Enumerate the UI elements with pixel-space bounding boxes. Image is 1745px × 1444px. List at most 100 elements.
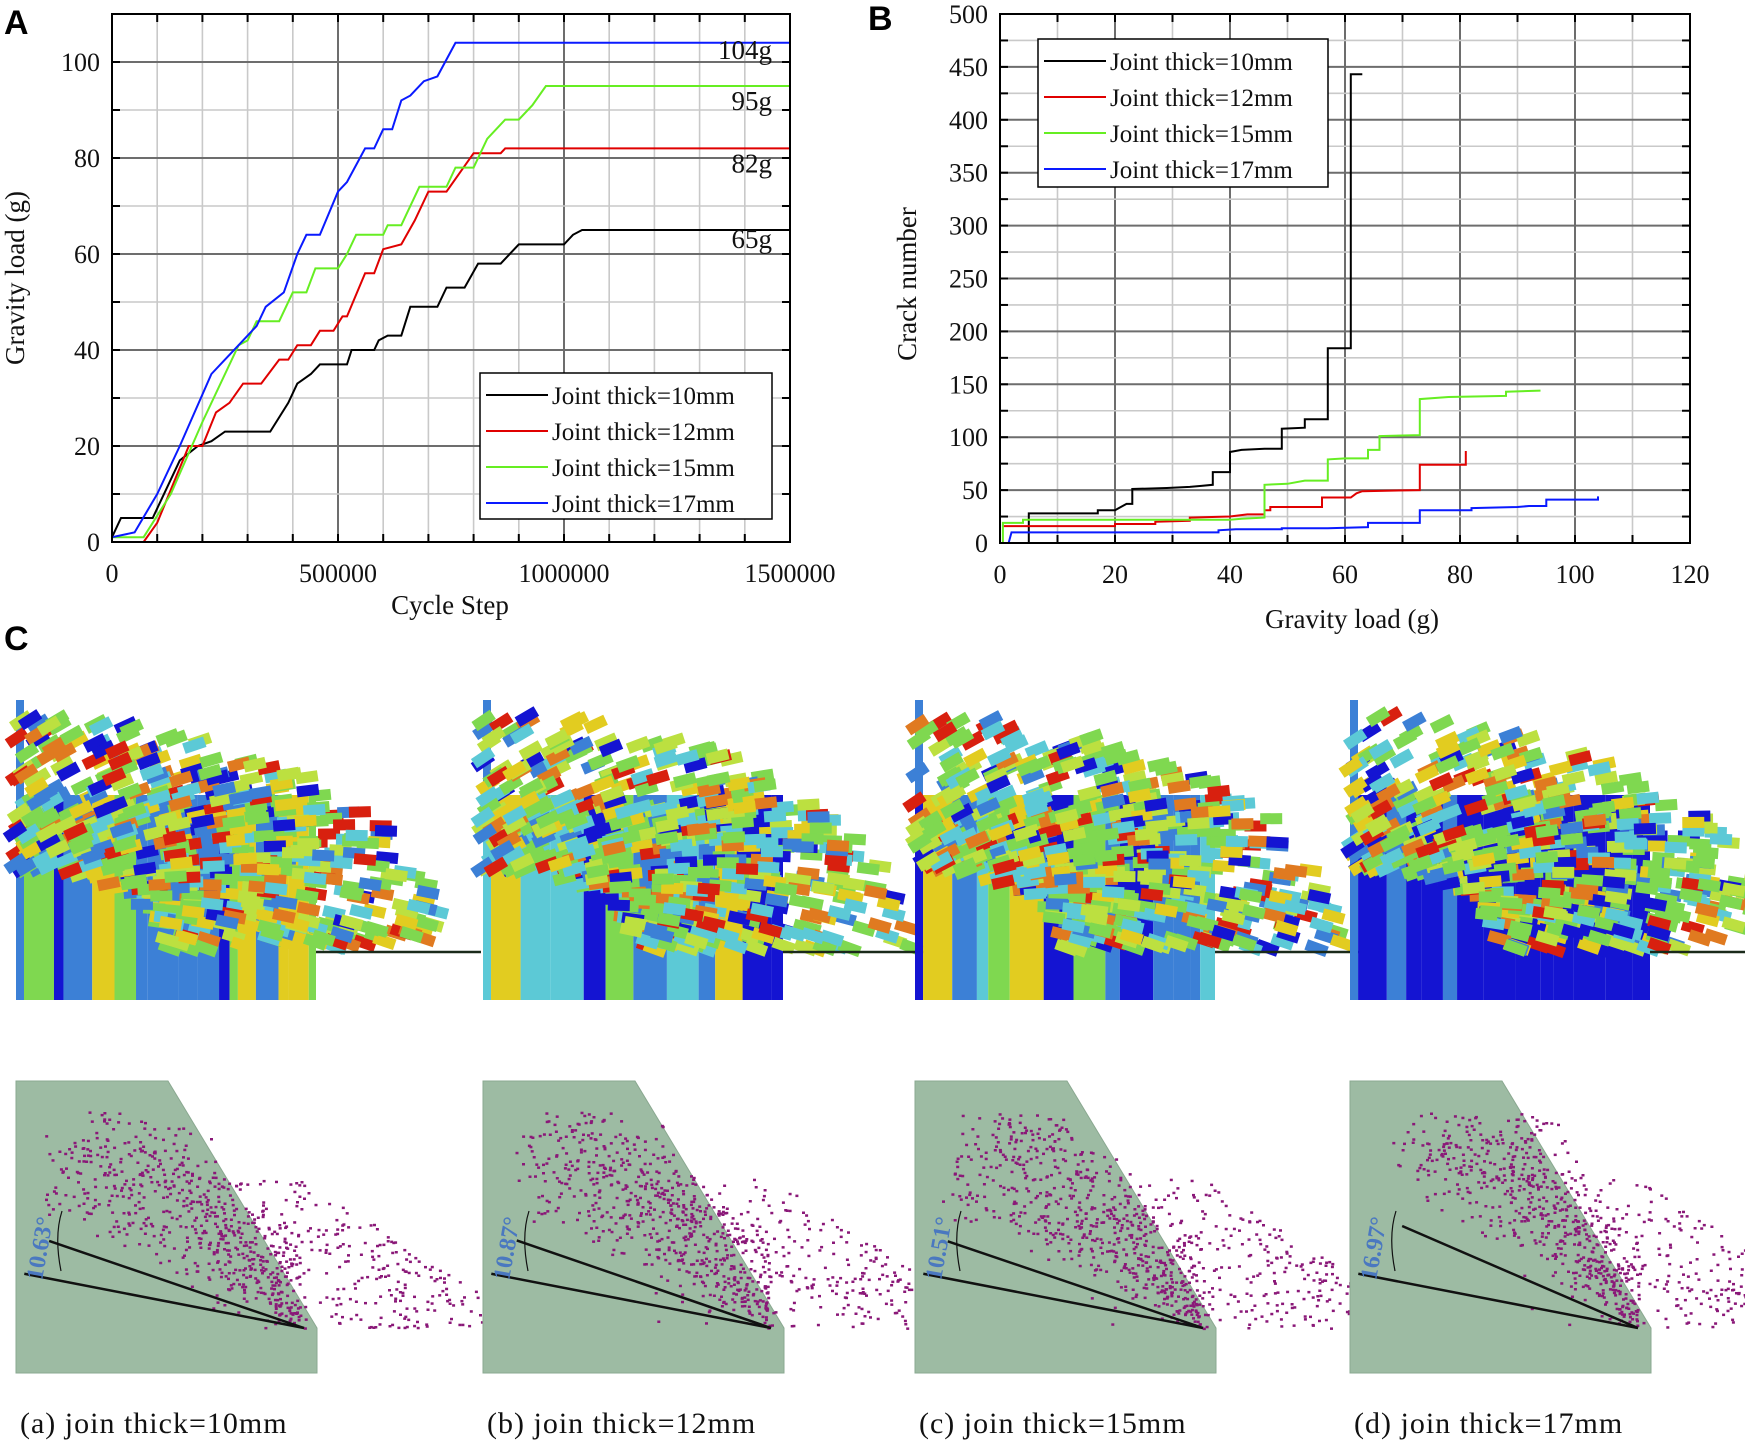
crack-point bbox=[232, 1282, 236, 1286]
crack-point bbox=[1185, 1304, 1189, 1308]
rock-block bbox=[1270, 933, 1295, 951]
crack-point bbox=[672, 1153, 675, 1157]
crack-point bbox=[296, 1307, 300, 1310]
crack-point bbox=[1108, 1208, 1112, 1212]
crack-point bbox=[1126, 1227, 1130, 1230]
crack-point bbox=[603, 1147, 607, 1151]
crack-point bbox=[1330, 1288, 1334, 1292]
crack-point bbox=[1164, 1264, 1168, 1267]
crack-point bbox=[401, 1294, 405, 1297]
crack-point bbox=[693, 1243, 697, 1246]
crack-point bbox=[612, 1206, 616, 1209]
crack-point bbox=[223, 1202, 227, 1205]
panel-label: B bbox=[868, 0, 893, 38]
crack-point bbox=[220, 1185, 224, 1188]
crack-point bbox=[733, 1301, 737, 1304]
crack-point bbox=[1245, 1310, 1248, 1313]
rock-block bbox=[500, 845, 525, 866]
angle-arc-arrow bbox=[57, 1210, 63, 1272]
crack-point bbox=[100, 1155, 104, 1159]
crack-point bbox=[1125, 1253, 1129, 1257]
crack-point bbox=[196, 1185, 200, 1188]
crack-point bbox=[230, 1287, 234, 1290]
crack-point bbox=[229, 1225, 233, 1228]
angle-arc-arrow bbox=[956, 1210, 962, 1272]
rock-block bbox=[1435, 755, 1460, 775]
crack-point bbox=[1119, 1178, 1123, 1182]
crack-point bbox=[355, 1313, 359, 1317]
crack-point bbox=[762, 1256, 766, 1259]
crack-point bbox=[1117, 1184, 1121, 1187]
crack-point bbox=[842, 1306, 846, 1310]
crack-point bbox=[578, 1141, 582, 1144]
crack-point bbox=[1035, 1149, 1039, 1153]
block-column bbox=[1442, 795, 1458, 1000]
crack-point bbox=[620, 1158, 624, 1161]
crack-point bbox=[359, 1318, 363, 1321]
crack-point bbox=[1025, 1174, 1029, 1178]
crack-point bbox=[687, 1271, 691, 1274]
crack-point bbox=[999, 1150, 1003, 1154]
crack-point bbox=[237, 1253, 241, 1256]
crack-point bbox=[699, 1210, 702, 1213]
crack-point bbox=[1229, 1234, 1233, 1237]
crack-point bbox=[663, 1189, 667, 1192]
crack-point bbox=[1182, 1241, 1186, 1245]
legend-label: Joint thick=15mm bbox=[552, 455, 735, 482]
crack-point bbox=[726, 1254, 730, 1257]
x-tick-label: 100 bbox=[1556, 560, 1595, 589]
crack-point bbox=[843, 1296, 847, 1299]
crack-point bbox=[1099, 1268, 1103, 1272]
rock-block bbox=[174, 929, 199, 946]
crack-point bbox=[675, 1202, 679, 1205]
crack-point bbox=[1152, 1278, 1156, 1282]
crack-point bbox=[1009, 1138, 1013, 1141]
rock-block bbox=[1100, 741, 1126, 758]
crack-point bbox=[663, 1193, 666, 1196]
crack-point bbox=[985, 1175, 989, 1179]
crack-point bbox=[185, 1180, 189, 1183]
rock-block bbox=[851, 920, 877, 938]
crack-point bbox=[1029, 1145, 1033, 1149]
crack-point bbox=[864, 1267, 868, 1270]
crack-point bbox=[1161, 1285, 1165, 1288]
crack-point bbox=[1180, 1251, 1184, 1254]
crack-point bbox=[95, 1136, 99, 1140]
crack-point bbox=[253, 1218, 257, 1221]
crack-point bbox=[280, 1213, 284, 1216]
crack-point bbox=[284, 1198, 288, 1202]
crack-point bbox=[413, 1324, 417, 1328]
crack-point bbox=[216, 1301, 220, 1304]
rock-block bbox=[811, 880, 835, 895]
crack-point bbox=[810, 1284, 814, 1288]
crack-point bbox=[1010, 1186, 1014, 1190]
rock-block bbox=[294, 814, 317, 828]
rock-block bbox=[1307, 889, 1332, 905]
crack-point bbox=[249, 1250, 253, 1253]
crack-point bbox=[198, 1200, 202, 1204]
crack-point bbox=[675, 1217, 679, 1221]
crack-point bbox=[1139, 1185, 1143, 1188]
crack-point bbox=[396, 1262, 400, 1266]
crack-point bbox=[217, 1232, 221, 1235]
crack-point bbox=[1275, 1309, 1279, 1313]
crack-point bbox=[1066, 1235, 1070, 1238]
crack-point bbox=[675, 1225, 678, 1228]
crack-point bbox=[710, 1269, 713, 1273]
crack-point bbox=[639, 1196, 642, 1200]
crack-point bbox=[860, 1307, 864, 1311]
crack-point bbox=[248, 1259, 252, 1262]
rock-block bbox=[1119, 928, 1144, 946]
rock-block bbox=[590, 775, 616, 794]
crack-point bbox=[140, 1171, 144, 1175]
crack-point bbox=[702, 1233, 706, 1237]
rock-block bbox=[295, 888, 319, 903]
crack-point bbox=[82, 1160, 86, 1163]
crack-point bbox=[224, 1218, 228, 1221]
crack-point bbox=[118, 1112, 122, 1115]
crack-point bbox=[723, 1286, 727, 1289]
crack-point bbox=[715, 1249, 719, 1253]
crack-point bbox=[407, 1271, 411, 1275]
crack-point bbox=[306, 1229, 310, 1233]
rock-block bbox=[1622, 939, 1647, 957]
